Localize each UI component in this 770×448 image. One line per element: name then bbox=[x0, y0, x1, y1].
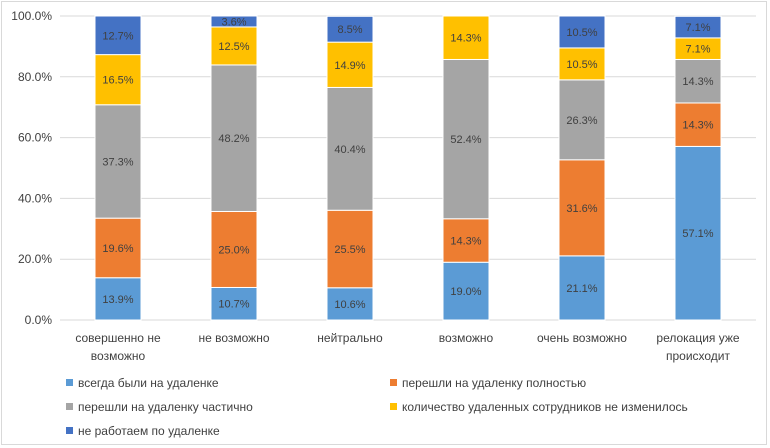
y-tick-label: 60.0% bbox=[18, 131, 52, 145]
bar-segment bbox=[558, 15, 606, 49]
y-tick-label: 0.0% bbox=[25, 313, 53, 327]
bar-segment bbox=[674, 145, 722, 321]
data-label: 25.5% bbox=[334, 244, 365, 256]
y-tick-label: 80.0% bbox=[18, 70, 52, 84]
data-label: 14.3% bbox=[682, 120, 713, 132]
x-tick-label: возможно bbox=[439, 331, 494, 345]
legend-swatch bbox=[66, 427, 73, 434]
data-label: 14.3% bbox=[450, 236, 481, 248]
legend-swatch bbox=[66, 403, 73, 410]
bar-segment bbox=[326, 15, 374, 43]
bar-segment bbox=[210, 15, 258, 28]
data-label: 19.0% bbox=[450, 286, 481, 298]
data-label: 40.4% bbox=[334, 144, 365, 156]
bar-segment bbox=[558, 159, 606, 257]
legend-swatch bbox=[66, 379, 73, 386]
bar-segment bbox=[674, 15, 722, 39]
data-label: 14.9% bbox=[334, 60, 365, 72]
data-label: 25.0% bbox=[218, 244, 249, 256]
x-tick-label: возможно bbox=[91, 349, 146, 363]
bar-segment bbox=[326, 41, 374, 88]
x-tick-label: релокация уже bbox=[656, 331, 740, 345]
bar-segment bbox=[94, 15, 142, 56]
data-label: 10.5% bbox=[566, 27, 597, 39]
bar-segment bbox=[442, 58, 490, 220]
data-label: 31.6% bbox=[566, 203, 597, 215]
legend-label: перешли на удаленку полностью bbox=[402, 376, 586, 390]
legend-label: количество удаленных сотрудников не изме… bbox=[402, 400, 688, 414]
data-label: 14.3% bbox=[450, 33, 481, 45]
data-label: 3.6% bbox=[221, 16, 246, 28]
bar-segment bbox=[442, 218, 490, 263]
y-tick-label: 20.0% bbox=[18, 252, 52, 266]
bar-segment bbox=[210, 210, 258, 288]
data-label: 12.5% bbox=[218, 41, 249, 53]
bar-segment bbox=[558, 79, 606, 161]
data-label: 8.5% bbox=[337, 24, 362, 36]
legend-swatch bbox=[390, 379, 397, 386]
x-tick-label: происходит bbox=[666, 349, 731, 363]
bar-segment bbox=[558, 255, 606, 321]
bar-segment bbox=[442, 261, 490, 321]
y-tick-label: 40.0% bbox=[18, 191, 52, 205]
bar-segment bbox=[210, 286, 258, 321]
x-tick-label: совершенно не bbox=[75, 331, 161, 345]
bar-segment bbox=[94, 217, 142, 279]
legend-label: перешли на удаленку частично bbox=[78, 400, 253, 414]
data-label: 12.7% bbox=[102, 30, 133, 42]
x-tick-label: не возможно bbox=[198, 331, 269, 345]
legend-swatch bbox=[390, 403, 397, 410]
x-tick-label: очень возможно bbox=[537, 331, 627, 345]
data-label: 37.3% bbox=[102, 156, 133, 168]
data-label: 16.5% bbox=[102, 75, 133, 87]
bar-segment bbox=[558, 47, 606, 81]
bar-segment bbox=[326, 209, 374, 289]
data-label: 26.3% bbox=[566, 115, 597, 127]
bar-segment bbox=[326, 86, 374, 211]
data-label: 52.4% bbox=[450, 134, 481, 146]
data-label: 10.5% bbox=[566, 59, 597, 71]
data-label: 13.9% bbox=[102, 294, 133, 306]
bar-segment bbox=[674, 58, 722, 104]
legend-label: не работаем по удаленке bbox=[78, 424, 220, 438]
data-label: 10.7% bbox=[218, 299, 249, 311]
bar-segment bbox=[442, 15, 490, 60]
data-label: 7.1% bbox=[685, 22, 710, 34]
data-label: 14.3% bbox=[682, 76, 713, 88]
bar-segment bbox=[674, 102, 722, 147]
data-label: 48.2% bbox=[218, 133, 249, 145]
x-tick-label: нейтрально bbox=[317, 331, 383, 345]
y-tick-label: 100.0% bbox=[11, 9, 52, 23]
bar-segment bbox=[326, 287, 374, 321]
data-label: 10.6% bbox=[334, 299, 365, 311]
data-label: 19.6% bbox=[102, 243, 133, 255]
legend-label: всегда были на удаленке bbox=[78, 376, 219, 390]
data-label: 7.1% bbox=[685, 44, 710, 56]
data-label: 57.1% bbox=[682, 228, 713, 240]
data-label: 21.1% bbox=[566, 283, 597, 295]
bar-segment bbox=[94, 277, 142, 321]
bar-segment bbox=[210, 26, 258, 66]
bar-segment bbox=[210, 64, 258, 212]
bar-segment bbox=[94, 54, 142, 106]
